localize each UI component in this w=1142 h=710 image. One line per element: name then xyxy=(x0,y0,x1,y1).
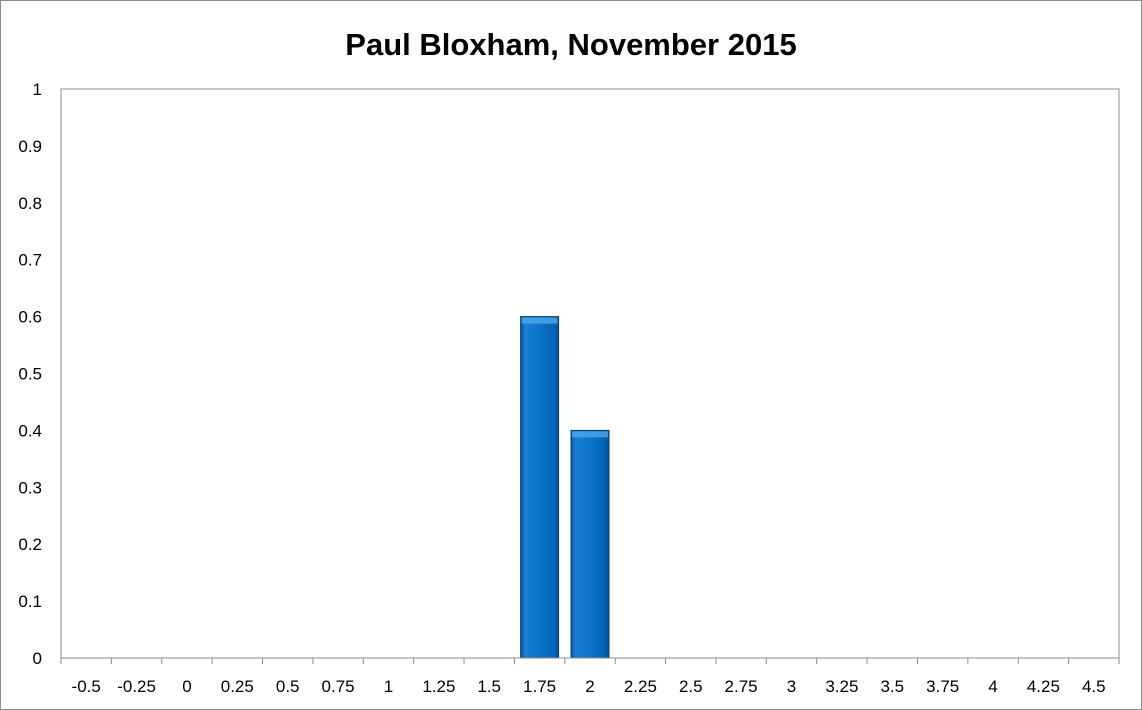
y-tick-label: 0.7 xyxy=(18,251,42,270)
x-tick-label: 4 xyxy=(988,677,997,696)
y-tick-label: 0.2 xyxy=(18,535,42,554)
bar-1.75 xyxy=(520,316,560,659)
y-tick-label: 0 xyxy=(33,649,42,668)
x-tick-label: 0 xyxy=(182,677,191,696)
x-tick-label: 1.25 xyxy=(422,677,455,696)
x-tick-label: 1.5 xyxy=(477,677,501,696)
y-tick-label: 0.6 xyxy=(18,308,42,327)
y-tick-label: 0.1 xyxy=(18,592,42,611)
x-tick-label: 1.75 xyxy=(523,677,556,696)
x-tick-label: 3 xyxy=(787,677,796,696)
x-tick-label: -0.5 xyxy=(72,677,101,696)
x-tick-label: 2.75 xyxy=(725,677,758,696)
chart-title: Paul Bloxham, November 2015 xyxy=(345,27,797,62)
x-tick-label: 0.75 xyxy=(322,677,355,696)
x-tick-label: 4.5 xyxy=(1082,677,1106,696)
y-tick-label: 0.9 xyxy=(18,137,42,156)
y-tick-label: 0.3 xyxy=(18,478,42,497)
y-tick-label: 0.8 xyxy=(18,194,42,213)
x-tick-label: 2 xyxy=(585,677,594,696)
x-tick-label: 0.25 xyxy=(221,677,254,696)
x-tick-label: 1 xyxy=(384,677,393,696)
x-tick-label: 2.25 xyxy=(624,677,657,696)
x-tick-label: 3.5 xyxy=(880,677,904,696)
x-tick-label: 3.75 xyxy=(926,677,959,696)
y-tick-label: 1 xyxy=(33,80,42,99)
x-tick-label: 3.25 xyxy=(825,677,858,696)
y-tick-label: 0.5 xyxy=(18,365,42,384)
x-tick-label: 2.5 xyxy=(679,677,703,696)
y-tick-label: 0.4 xyxy=(18,421,42,440)
bar-highlight-1.75 xyxy=(521,317,558,324)
x-tick-label: 0.5 xyxy=(276,677,300,696)
x-tick-label: 4.25 xyxy=(1027,677,1060,696)
bar-highlight-2 xyxy=(572,431,608,438)
x-tick-label: -0.25 xyxy=(117,677,156,696)
bar-2 xyxy=(570,429,610,659)
